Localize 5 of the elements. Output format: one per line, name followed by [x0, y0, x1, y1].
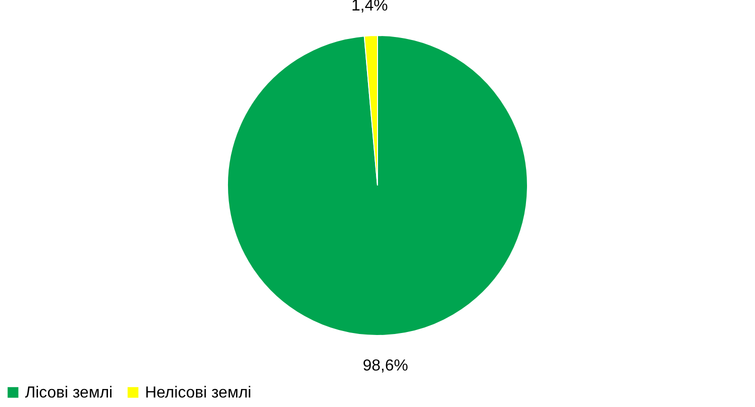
data-label: 1,4%	[351, 0, 388, 15]
data-label: 98,6%	[362, 357, 408, 374]
legend-label: Лісові землі	[25, 384, 113, 402]
pie-slice	[227, 35, 528, 336]
legend-label: Нелісові землі	[145, 384, 252, 402]
